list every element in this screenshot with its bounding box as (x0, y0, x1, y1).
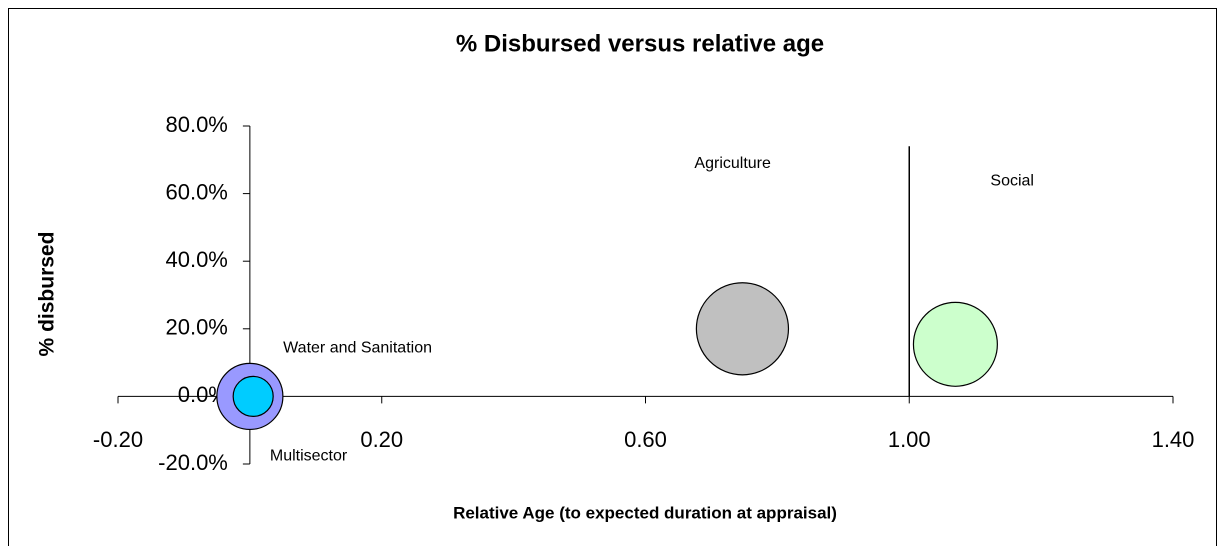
x-tick-label: -0.20 (93, 427, 143, 452)
bubble (912, 301, 998, 387)
y-axis-label: % disbursed (36, 232, 59, 357)
x-tick-label: 1.40 (1152, 427, 1195, 452)
bubble-label: Multisector (270, 448, 348, 465)
bubble (232, 375, 274, 417)
y-tick-label: -20.0% (158, 450, 228, 475)
y-tick-label: 80.0% (165, 112, 227, 137)
y-tick-label: 60.0% (165, 179, 227, 204)
x-axis-label: Relative Age (to expected duration at ap… (453, 503, 837, 522)
y-tick-label: 40.0% (165, 247, 227, 272)
chart-frame (8, 8, 1217, 546)
chart-title: % Disbursed versus relative age (456, 30, 824, 57)
x-tick-label: 1.00 (888, 427, 931, 452)
bubble-label: Social (990, 173, 1034, 190)
x-tick-label: 0.20 (360, 427, 403, 452)
bubble (695, 282, 790, 376)
bubble-label: Water and Sanitation (283, 340, 432, 357)
bubble-label: Agriculture (694, 155, 771, 172)
x-tick-label: 0.60 (624, 427, 667, 452)
y-tick-label: 20.0% (165, 315, 227, 340)
